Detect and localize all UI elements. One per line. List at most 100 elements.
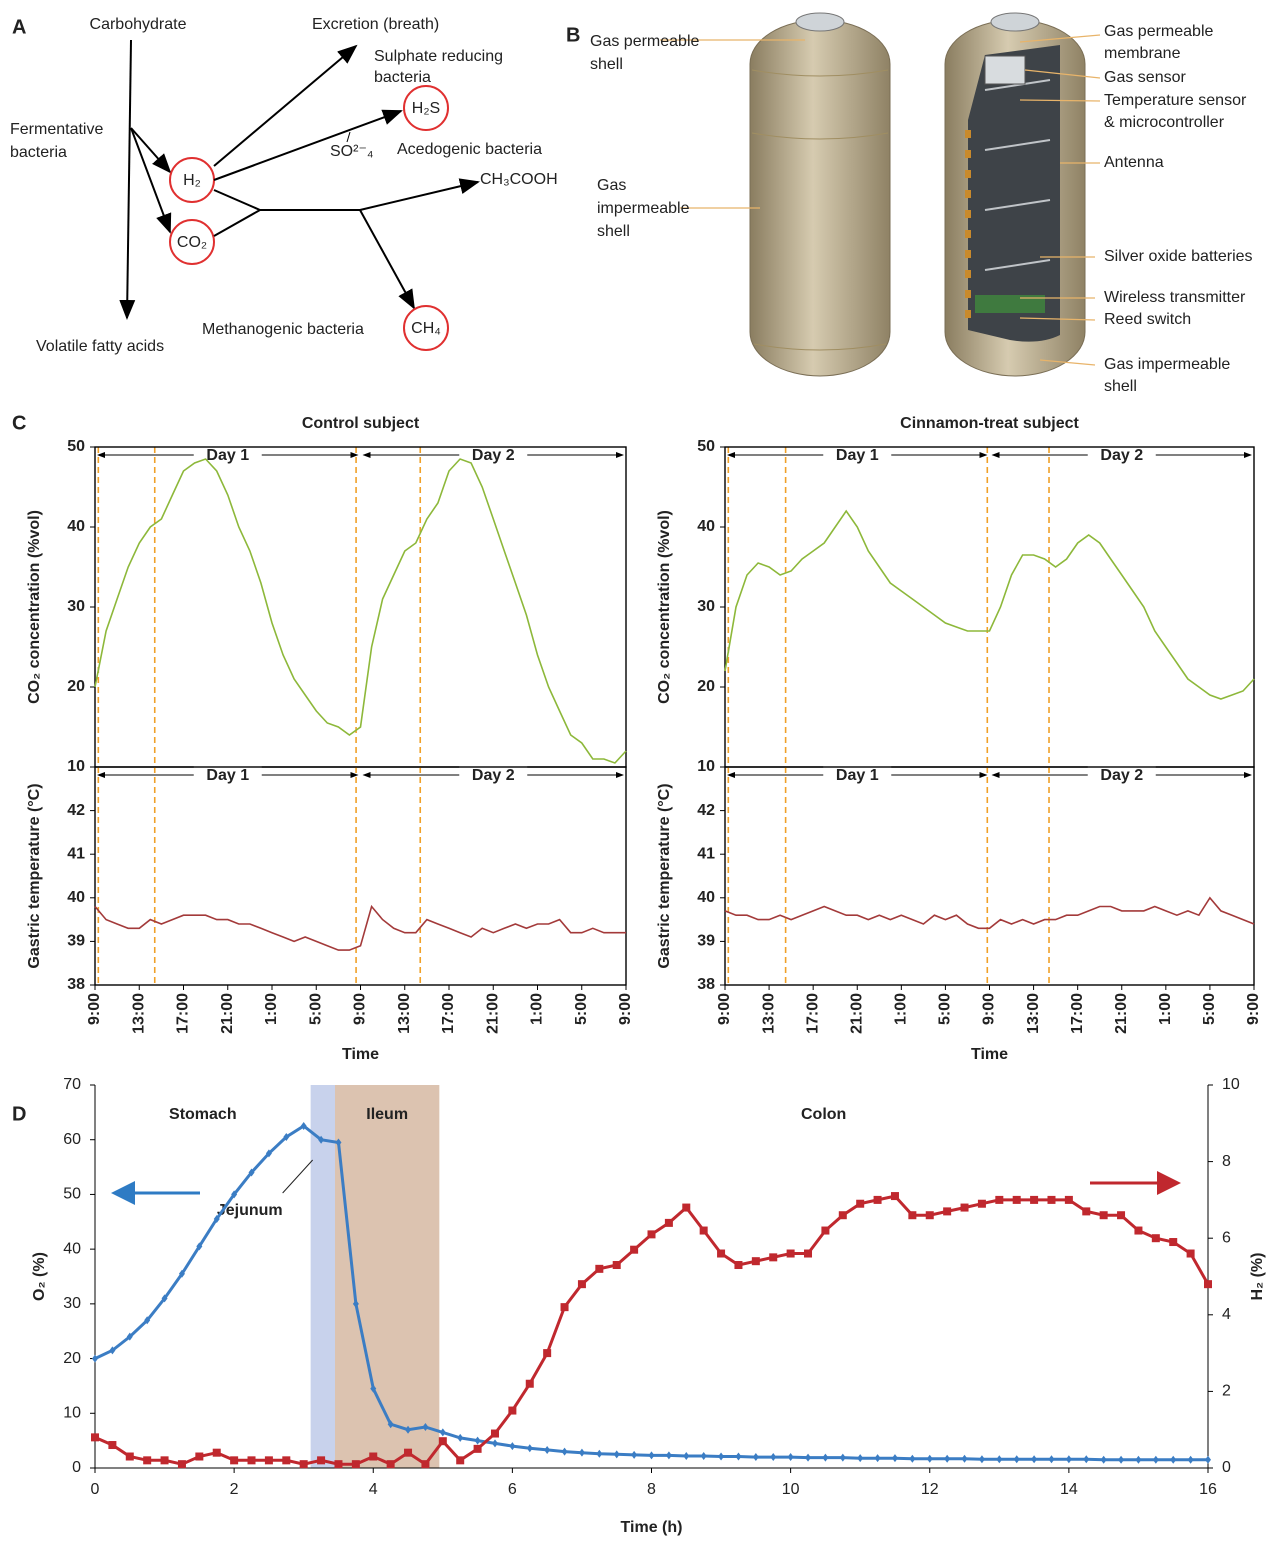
arrow — [359, 209, 415, 310]
point — [856, 1199, 865, 1208]
point — [751, 1257, 760, 1266]
label-bg — [823, 766, 892, 784]
point — [1082, 1207, 1091, 1216]
arrow — [213, 44, 358, 167]
y-tick-label: 40 — [67, 518, 85, 535]
node-label: CO₂ — [177, 234, 207, 251]
x-tick-label: 9:00 — [617, 993, 634, 1025]
y-tick-label: 70 — [63, 1076, 81, 1093]
chart-title: Control subject — [302, 415, 420, 432]
point — [717, 1249, 726, 1258]
point — [370, 1384, 377, 1393]
series-line — [724, 509, 1255, 700]
arrow — [213, 109, 403, 181]
point — [405, 1425, 412, 1434]
node-label: SO²⁻₄ — [330, 143, 373, 160]
x-tick-label: 9:00 — [86, 993, 103, 1025]
point — [352, 1299, 359, 1308]
callout-label: impermeable — [597, 200, 690, 217]
point — [1134, 1226, 1143, 1235]
battery-edge — [984, 79, 1051, 271]
point — [978, 1455, 985, 1464]
point — [908, 1211, 917, 1220]
sensor — [984, 55, 1026, 85]
point — [752, 1453, 759, 1462]
point — [335, 1138, 342, 1147]
period-label: Day 2 — [1100, 447, 1143, 464]
point — [769, 1253, 778, 1262]
series-line — [94, 1124, 1208, 1462]
label-bg — [1087, 446, 1156, 464]
y-tick-label: 20 — [63, 1350, 81, 1367]
x-tick-label: 21:00 — [848, 993, 865, 1034]
period-label: Day 2 — [472, 767, 515, 784]
callout-label: membrane — [1104, 45, 1181, 62]
y-tick-label: 42 — [697, 802, 715, 819]
node-label: H₂ — [183, 172, 201, 189]
point — [490, 1429, 499, 1438]
y-tick-label: 10 — [697, 758, 715, 775]
x-tick-label: 21:00 — [219, 993, 236, 1034]
callout-label: Gas impermeable — [1104, 356, 1230, 373]
point — [369, 1452, 378, 1461]
leader — [346, 131, 351, 143]
point — [561, 1447, 568, 1456]
y-axis-label: Gastric temperature (°C) — [656, 783, 673, 968]
point — [177, 1460, 186, 1469]
callout-label: Temperature sensor — [1104, 92, 1247, 109]
leader — [1039, 359, 1096, 366]
callout-label: Silver oxide batteries — [1104, 248, 1253, 265]
plot-frame — [724, 446, 1255, 768]
point — [283, 1132, 290, 1141]
x-tick-label: 6 — [508, 1481, 517, 1498]
x-tick-label: 8 — [647, 1481, 656, 1498]
x-tick-label: 10 — [782, 1481, 800, 1498]
plot-frame — [94, 446, 627, 768]
y2-axis-label: H₂ (%) — [1249, 1253, 1266, 1301]
point — [873, 1195, 882, 1204]
point — [1170, 1455, 1177, 1464]
point — [648, 1451, 655, 1460]
point — [161, 1294, 168, 1303]
point — [631, 1450, 638, 1459]
region-label: Ileum — [366, 1106, 408, 1123]
leader — [1019, 317, 1096, 321]
y-axis-label: CO₂ concentration (%vol) — [26, 510, 43, 704]
x-tick-label: 4 — [369, 1481, 378, 1498]
point — [299, 1460, 308, 1469]
point — [1031, 1455, 1038, 1464]
point — [857, 1454, 864, 1463]
y-tick-label: 40 — [697, 518, 715, 535]
point — [996, 1455, 1003, 1464]
callout-label: shell — [1104, 378, 1137, 395]
point — [213, 1215, 220, 1224]
x-tick-label: 14 — [1060, 1481, 1078, 1498]
y-tick-label: 20 — [697, 678, 715, 695]
point — [890, 1192, 899, 1201]
callout-label: & microcontroller — [1104, 114, 1225, 131]
internals — [968, 45, 1060, 342]
region-label: Jejunum — [217, 1202, 283, 1219]
arrow — [213, 189, 360, 211]
point — [282, 1456, 291, 1465]
plot-frame — [94, 766, 627, 986]
point — [891, 1454, 898, 1463]
label-bg — [1087, 766, 1156, 784]
point — [438, 1437, 447, 1446]
point — [143, 1456, 152, 1465]
y-tick-label: 50 — [63, 1186, 81, 1203]
point — [247, 1456, 256, 1465]
node-circle — [169, 219, 215, 265]
point — [264, 1456, 273, 1465]
point — [248, 1168, 255, 1177]
point — [1118, 1455, 1125, 1464]
y-tick-label: 10 — [67, 758, 85, 775]
callout-label: Reed switch — [1104, 311, 1191, 328]
y-axis-label: CO₂ concentration (%vol) — [656, 510, 673, 704]
point — [508, 1406, 517, 1415]
x-axis-label: Time — [342, 1046, 379, 1063]
point — [1047, 1195, 1056, 1204]
y-tick-label: 20 — [67, 678, 85, 695]
point — [787, 1453, 794, 1462]
point — [700, 1451, 707, 1460]
